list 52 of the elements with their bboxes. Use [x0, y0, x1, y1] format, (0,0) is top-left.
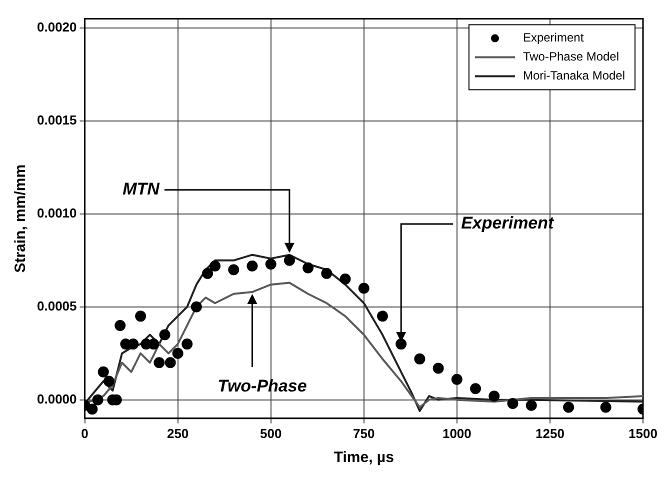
x-tick-label: 0: [81, 426, 88, 441]
legend-label: Mori-Tanaka Model: [522, 68, 626, 83]
point: [202, 268, 214, 279]
point: [265, 258, 276, 270]
point: [284, 254, 295, 266]
x-tick-label: 500: [260, 426, 282, 441]
point: [563, 402, 574, 413]
point: [396, 338, 407, 350]
x-tick-label: 250: [166, 426, 189, 441]
y-tick-label: 0.0010: [36, 206, 77, 221]
y-tick-label: 0.0005: [36, 298, 77, 314]
point: [376, 310, 388, 322]
point: [148, 338, 160, 350]
point: [246, 260, 258, 272]
legend-label: Experiment: [522, 30, 584, 45]
point: [507, 398, 518, 410]
point: [432, 362, 444, 374]
point: [600, 402, 612, 413]
x-tick-label: 1250: [536, 426, 564, 441]
x-tick-label: 1000: [442, 426, 472, 441]
point: [159, 329, 170, 340]
x-tick-label: 1500: [628, 426, 658, 441]
y-axis-title: Strain, mm/mm: [12, 164, 30, 273]
annotation: MTN: [122, 180, 160, 199]
point: [86, 404, 98, 415]
point: [190, 301, 202, 312]
point: [154, 357, 165, 368]
point: [182, 338, 193, 350]
legend-label: Two-Phase Model: [522, 50, 620, 64]
point: [135, 310, 146, 322]
point: [92, 394, 104, 406]
point: [172, 348, 184, 359]
point: [210, 260, 221, 272]
point: [228, 264, 240, 276]
y-tick-label: 0.0020: [36, 20, 77, 35]
point: [358, 282, 370, 294]
point: [321, 268, 332, 279]
point: [103, 376, 114, 387]
point: [488, 390, 500, 402]
point: [114, 320, 126, 331]
x-axis-title: Time, µs: [334, 449, 394, 466]
point: [98, 366, 109, 378]
x-tick-label: 750: [353, 426, 375, 441]
y-tick-label: 0.0015: [36, 112, 77, 128]
point: [414, 353, 426, 364]
point: [470, 383, 482, 394]
point: [302, 262, 314, 274]
point: [526, 400, 537, 411]
point: [340, 274, 351, 285]
y-tick-label: 0.0000: [36, 391, 77, 406]
point: [451, 374, 462, 385]
point: [164, 357, 176, 368]
